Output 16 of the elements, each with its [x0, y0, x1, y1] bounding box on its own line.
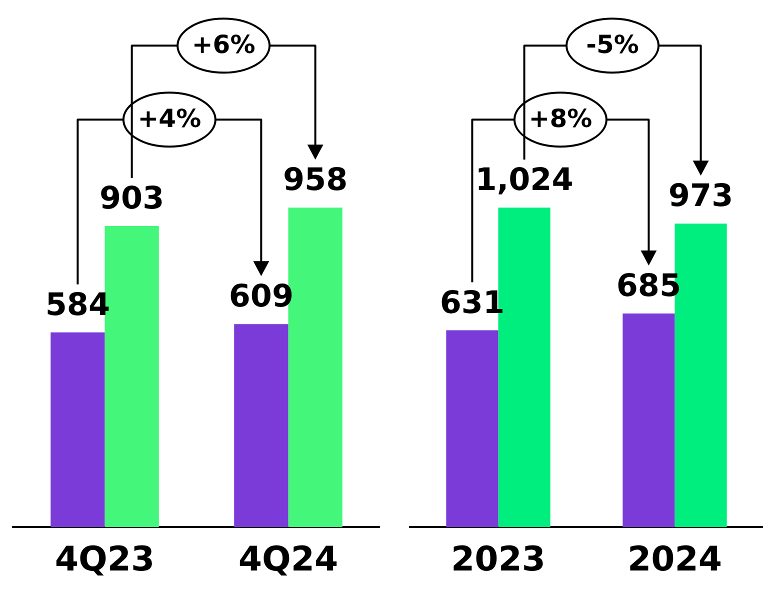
bar: [622, 313, 675, 528]
text: -5%: [586, 30, 639, 60]
data-label: 903: [99, 180, 164, 217]
text: +4%: [138, 104, 202, 134]
bar: [446, 330, 498, 528]
x-tick-label: 4Q23: [54, 539, 155, 580]
bar: [234, 324, 288, 528]
x-tick-label: 2024: [627, 539, 722, 580]
data-label: 958: [282, 162, 348, 198]
data-label: 1,024: [475, 162, 574, 198]
text: +6%: [192, 30, 256, 60]
data-label: 973: [668, 178, 734, 214]
text: +8%: [528, 104, 592, 134]
x-tick-label: 4Q24: [238, 539, 338, 580]
bar: [50, 332, 105, 528]
x-tick-label: 2023: [450, 539, 546, 580]
